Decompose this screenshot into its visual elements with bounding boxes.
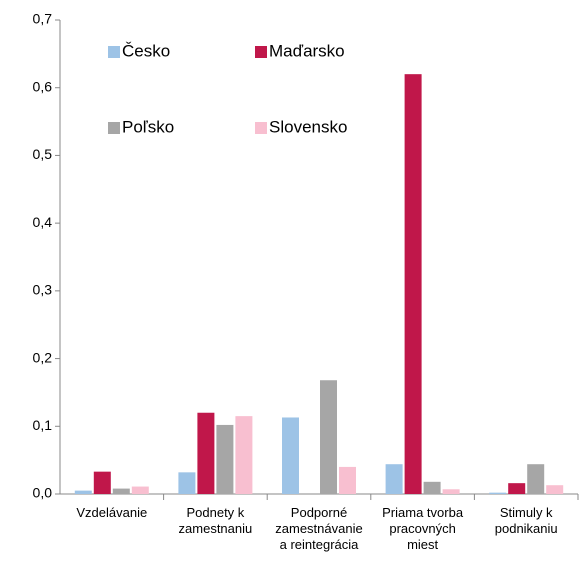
bar	[423, 481, 441, 494]
x-tick-label: Vzdelávanie	[76, 505, 147, 520]
y-tick-label: 0,2	[33, 349, 53, 365]
bar	[74, 490, 92, 494]
bar	[282, 417, 299, 494]
y-tick-label: 0,7	[33, 11, 53, 27]
bar	[216, 424, 234, 494]
y-tick-label: 0,0	[33, 485, 53, 501]
y-tick-label: 0,6	[33, 78, 53, 94]
legend-swatch	[108, 122, 120, 134]
bar	[197, 412, 215, 494]
x-tick-label: Podporné zamestnávanie a reintegrácia	[275, 505, 362, 552]
x-tick-label: Podnety k zamestnaniu	[179, 505, 253, 536]
bar	[546, 485, 564, 494]
x-tick-label: Stimuly k podnikaniu	[495, 505, 558, 536]
bar	[508, 483, 526, 494]
y-tick-label: 0,1	[33, 417, 53, 433]
legend-label: Česko	[122, 41, 170, 60]
bar	[93, 471, 111, 494]
bar	[442, 489, 460, 494]
bar	[404, 74, 422, 495]
y-tick-label: 0,5	[33, 146, 53, 162]
legend-label: Poľsko	[122, 117, 174, 136]
bar	[489, 492, 507, 494]
bar	[112, 488, 130, 494]
bar	[339, 466, 356, 494]
y-tick-label: 0,4	[33, 214, 53, 230]
legend-swatch	[255, 122, 267, 134]
bar	[178, 472, 196, 494]
x-tick-label: Priama tvorba pracovných miest	[382, 505, 464, 552]
legend-swatch	[108, 46, 120, 58]
legend-swatch	[255, 46, 267, 58]
bar	[527, 464, 545, 494]
legend-label: Slovensko	[269, 117, 347, 136]
bar	[131, 486, 149, 494]
bar	[385, 464, 403, 494]
bar	[320, 380, 337, 494]
legend-label: Maďarsko	[269, 41, 345, 60]
bar	[235, 416, 253, 494]
y-tick-label: 0,3	[33, 282, 53, 298]
